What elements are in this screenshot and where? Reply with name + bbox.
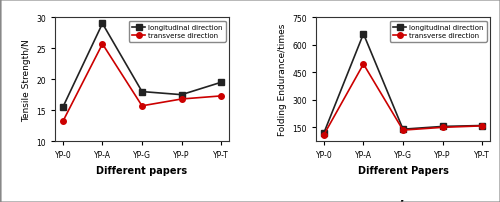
transverse direction: [218, 95, 224, 98]
X-axis label: Different papers: Different papers: [96, 165, 188, 175]
transverse direction: [440, 126, 446, 129]
longitudinal direction: [218, 82, 224, 84]
Legend: longitudinal direction, transverse direction: longitudinal direction, transverse direc…: [390, 22, 486, 43]
transverse direction: [100, 43, 105, 46]
Line: longitudinal direction: longitudinal direction: [60, 22, 224, 110]
longitudinal direction: [321, 132, 327, 134]
transverse direction: [139, 105, 145, 107]
transverse direction: [60, 120, 66, 123]
Y-axis label: Folding Endurance/times: Folding Endurance/times: [278, 24, 287, 136]
Line: transverse direction: transverse direction: [321, 62, 485, 138]
transverse direction: [360, 63, 366, 66]
Legend: longitudinal direction, transverse direction: longitudinal direction, transverse direc…: [129, 22, 226, 43]
longitudinal direction: [60, 106, 66, 109]
longitudinal direction: [400, 128, 406, 131]
Text: b: b: [398, 199, 407, 202]
longitudinal direction: [139, 91, 145, 93]
Y-axis label: Tensile Strength/N: Tensile Strength/N: [22, 39, 30, 121]
transverse direction: [178, 98, 184, 101]
longitudinal direction: [479, 125, 485, 127]
Line: transverse direction: transverse direction: [60, 42, 224, 124]
transverse direction: [479, 125, 485, 127]
transverse direction: [321, 134, 327, 136]
longitudinal direction: [360, 33, 366, 36]
X-axis label: Different Papers: Different Papers: [358, 165, 448, 175]
Text: a: a: [138, 199, 146, 202]
longitudinal direction: [440, 126, 446, 128]
Line: longitudinal direction: longitudinal direction: [321, 32, 485, 136]
longitudinal direction: [178, 94, 184, 96]
transverse direction: [400, 129, 406, 132]
longitudinal direction: [100, 23, 105, 25]
